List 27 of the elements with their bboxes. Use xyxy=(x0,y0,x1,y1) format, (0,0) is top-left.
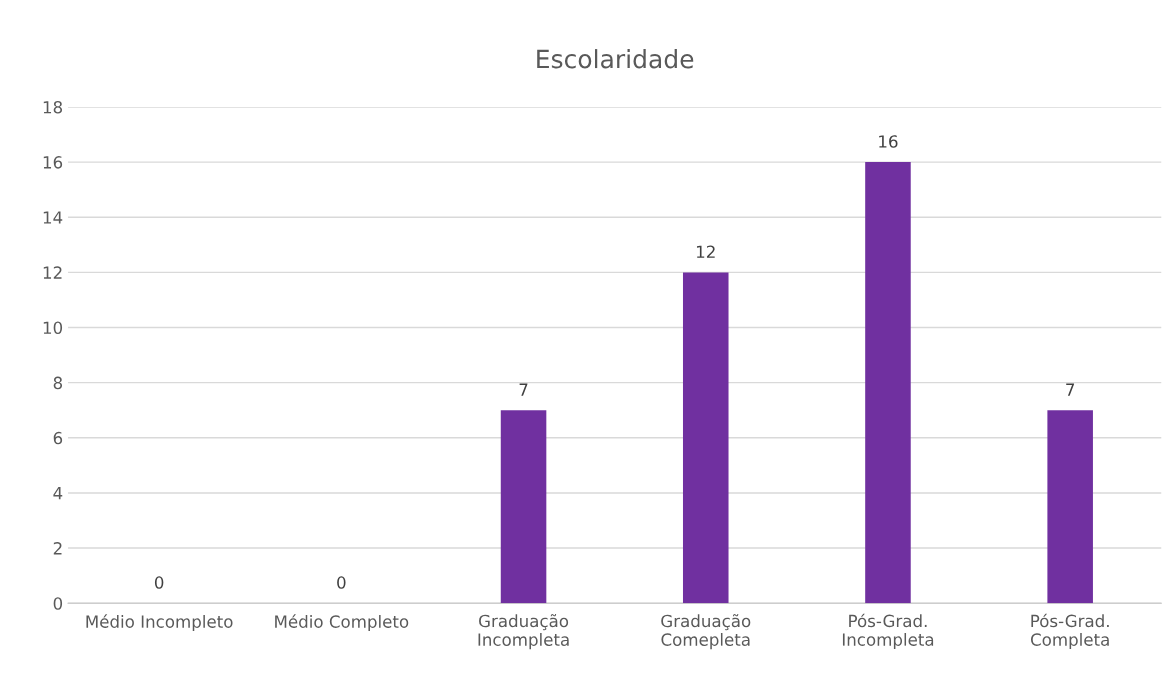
data-label: 0 xyxy=(337,576,346,589)
data-label: 7 xyxy=(1066,383,1075,396)
y-tick-label: 2 xyxy=(53,542,62,555)
bar xyxy=(682,272,729,604)
x-tick-label: Pós-Grad. Incompleta xyxy=(842,613,934,650)
y-tick-label: 16 xyxy=(43,156,63,169)
x-tick-label: Graduação Comepleta xyxy=(661,614,751,650)
y-tick-label: 14 xyxy=(43,211,63,224)
y-tick-label: 6 xyxy=(53,431,63,445)
x-tick-label: Pós-Grad. Completa xyxy=(1030,613,1109,650)
y-tick-label: 12 xyxy=(43,266,62,279)
bar xyxy=(1047,410,1093,604)
x-tick-label: Médio Incompleto xyxy=(86,614,233,632)
data-label: 0 xyxy=(154,576,164,589)
data-label: 12 xyxy=(696,245,715,258)
bar xyxy=(865,162,911,604)
y-tick-label: 10 xyxy=(43,321,63,335)
y-tick-label: 0 xyxy=(53,597,63,610)
chart-title: Escolaridade xyxy=(537,49,694,69)
y-tick-label: 18 xyxy=(43,100,63,114)
bar xyxy=(500,410,547,604)
y-tick-label: 4 xyxy=(53,487,63,500)
data-label: 7 xyxy=(519,383,528,396)
x-tick-label: Médio Completo xyxy=(275,614,409,632)
y-tick-label: 8 xyxy=(53,376,63,390)
data-label: 16 xyxy=(879,135,898,148)
x-tick-label: Graduação Incompleta xyxy=(478,614,569,650)
